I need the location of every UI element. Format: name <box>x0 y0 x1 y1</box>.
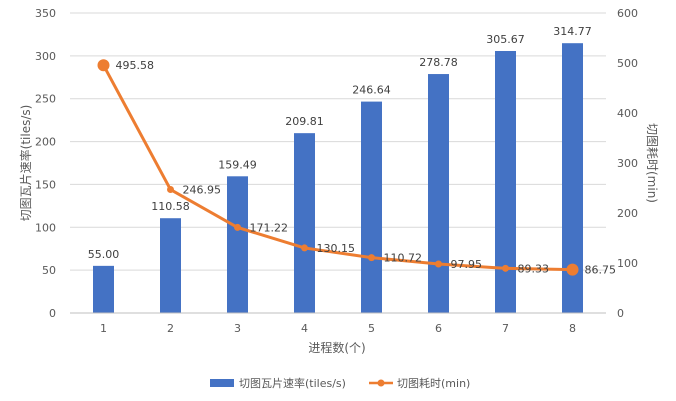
line-value-label: 495.58 <box>116 59 155 72</box>
legend-bar-label: 切图瓦片速率(tiles/s) <box>239 376 346 390</box>
gridlines <box>70 12 606 314</box>
bar-value-label: 278.78 <box>419 56 458 69</box>
line-point <box>435 260 442 268</box>
line-point <box>167 186 174 194</box>
bar <box>227 176 248 313</box>
y2-axis-title: 切图耗时(min) <box>645 123 659 203</box>
data-labels: 55.00 110.58 159.49 209.81 246.64 278.78 305.6… <box>88 25 616 276</box>
y-tick-label: 250 <box>35 93 56 106</box>
y2-tick-label: 300 <box>617 157 638 170</box>
bar <box>294 133 315 313</box>
line-point <box>97 59 110 72</box>
y2-tick-label: 200 <box>617 207 638 220</box>
y-tick-label: 150 <box>35 178 56 191</box>
line-value-label: 97.95 <box>451 258 483 271</box>
bar <box>93 265 114 313</box>
line-value-label: 86.75 <box>585 264 617 277</box>
line-value-label: 130.15 <box>317 242 356 255</box>
y-tick-label: 100 <box>35 221 56 234</box>
y-axis-title: 切图瓦片速率(tiles/s) <box>18 105 33 222</box>
line-point <box>368 254 375 262</box>
bar <box>160 218 181 313</box>
bar-value-label: 55.00 <box>88 248 120 261</box>
y-tick-label: 0 <box>49 307 56 320</box>
line-path <box>102 64 573 272</box>
x-tick-label: 3 <box>234 322 241 335</box>
x-tick-label: 8 <box>569 322 576 335</box>
bar-value-label: 159.49 <box>218 158 257 171</box>
x-tick-label: 7 <box>502 322 509 335</box>
line-point <box>234 223 241 231</box>
y2-tick-label: 500 <box>617 57 638 70</box>
line-series <box>97 59 579 276</box>
y2-tick-label: 600 <box>617 7 638 20</box>
x-tick-label: 2 <box>167 322 174 335</box>
y2-tick-label: 100 <box>617 257 638 270</box>
line-point <box>502 264 509 272</box>
bar <box>428 74 449 313</box>
bar-value-label: 209.81 <box>285 115 324 128</box>
line-value-label: 246.95 <box>183 184 222 197</box>
x-tick-label: 5 <box>368 322 375 335</box>
line-point <box>301 244 308 252</box>
bar-value-label: 314.77 <box>553 25 592 38</box>
x-tick-label: 1 <box>100 322 107 335</box>
legend-line-label: 切图耗时(min) <box>397 377 470 390</box>
legend-bar-swatch <box>210 379 234 387</box>
bar-value-label: 305.67 <box>486 33 525 46</box>
x-tick-label: 4 <box>301 322 308 335</box>
y-tick-label: 350 <box>35 7 56 20</box>
line-point <box>566 263 579 276</box>
y-tick-label: 50 <box>42 264 56 277</box>
bar-value-label: 110.58 <box>151 200 190 213</box>
bar <box>361 101 382 313</box>
x-axis-title: 进程数(个) <box>308 340 365 355</box>
bar <box>495 50 516 314</box>
y-tick-label: 300 <box>35 50 56 63</box>
bar <box>562 43 583 313</box>
y2-tick-label: 0 <box>617 307 624 320</box>
bar-series <box>93 43 583 314</box>
line-value-label: 171.22 <box>250 221 289 234</box>
line-value-label: 89.33 <box>518 262 550 275</box>
x-tick-label: 6 <box>435 322 442 335</box>
axes: 0 50 100 150 200 250 300 350 0 100 200 300 400 500 600… <box>35 7 638 335</box>
bar-value-label: 246.64 <box>352 84 391 97</box>
legend: 切图瓦片速率(tiles/s) 切图耗时(min) <box>210 376 470 390</box>
y-tick-label: 200 <box>35 136 56 149</box>
line-value-label: 110.72 <box>384 252 423 265</box>
y2-tick-label: 400 <box>617 107 638 120</box>
legend-line-marker <box>377 379 385 387</box>
